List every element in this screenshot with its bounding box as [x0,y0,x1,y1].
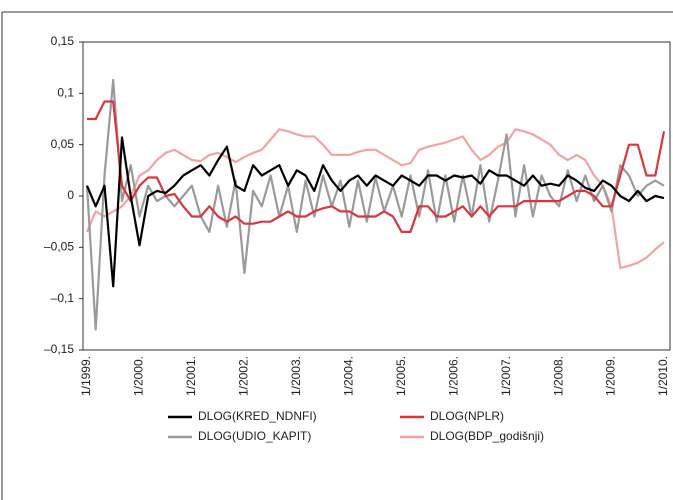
series-line [85,78,665,331]
plot-frame [82,41,671,351]
y-tick-label: 0,05 [51,137,75,151]
x-tick-label: 1/2006. [446,356,460,396]
legend-label: DLOG(UDIO_KAPIT) [198,429,311,443]
x-tick-label: 1/2009. [604,356,618,396]
y-tick-label: –0,05 [44,240,74,254]
legend-label: DLOG(KRED_NDNFI) [198,409,317,423]
legend-label: DLOG(NPLR) [430,409,504,423]
y-tick-label: 0 [67,188,74,202]
y-tick-label: 0,15 [51,34,75,48]
x-tick-label: 1/2010. [656,356,670,396]
x-tick-label: 1/2005. [394,356,408,396]
x-tick-label: 1/2008. [551,356,565,396]
y-tick-label: –0,15 [44,342,74,356]
y-tick-label: –0,1 [51,291,75,305]
series-line [85,136,665,288]
x-tick-label: 1/2000. [132,356,146,396]
series-line [85,128,665,269]
x-tick-label: 1/2007. [499,356,513,396]
series-line [87,100,666,233]
y-tick-label: 0,1 [57,86,74,100]
x-tick-label: 1/1999. [79,356,93,396]
x-tick-label: 1/2001. [184,356,198,396]
x-tick-label: 1/2004. [341,356,355,396]
x-tick-label: 1/2002. [237,356,251,396]
legend-label: DLOG(BDP_godišnji) [430,429,544,443]
x-tick-label: 1/2003. [289,356,303,396]
